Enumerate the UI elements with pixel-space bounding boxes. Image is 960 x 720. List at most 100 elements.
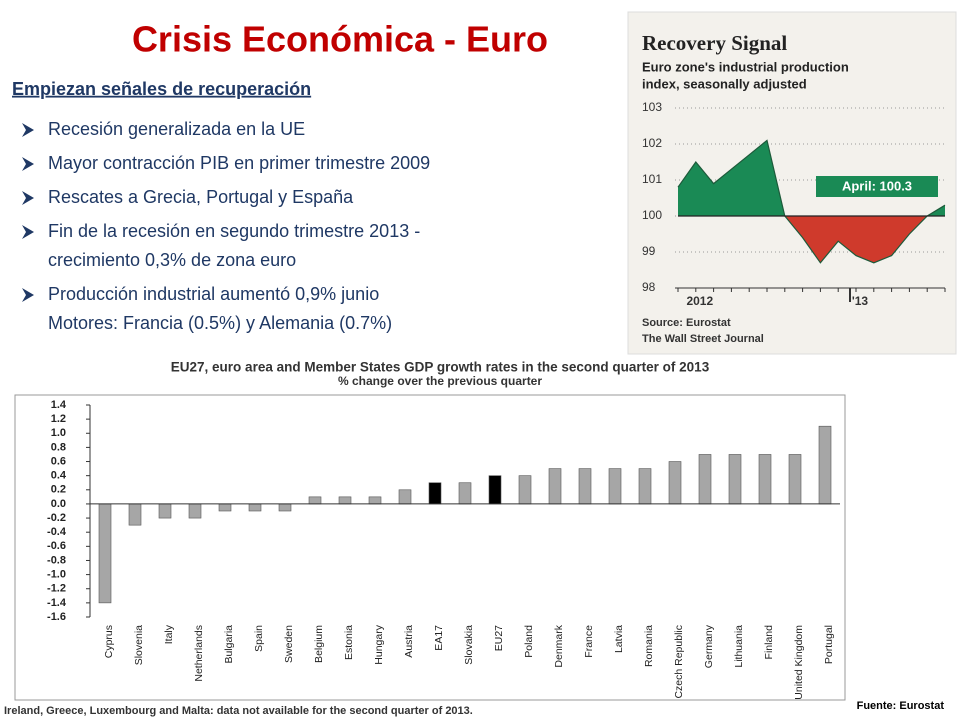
x-tick-label: Poland [523,625,535,658]
x-tick-label: Lithuania [733,625,745,668]
bar [518,475,532,505]
chart-title: EU27, euro area and Member States GDP gr… [171,360,710,375]
bullet-text: Recesión generalizada en la UE [48,119,305,139]
y-tick-label: 103 [642,100,662,114]
x-tick-label: Sweden [283,625,295,663]
bar [578,468,592,505]
bar [728,454,742,505]
bar [128,503,142,526]
x-tick-label: Estonia [343,625,355,660]
bullet-arrow [22,288,34,302]
x-tick-label: Slovenia [133,625,145,665]
bar [338,496,352,505]
x-tick-label: Spain [253,625,265,652]
x-tick-label: EU27 [493,625,505,651]
x-tick-label: Cyprus [103,625,115,658]
y-tick-label: -1.0 [47,569,66,581]
x-tick-label: Austria [403,625,415,658]
x-tick-label: Romania [643,625,655,667]
x-tick-label: Bulgaria [223,625,235,664]
bar [818,425,832,505]
bar [188,503,202,519]
bar-panel [14,394,846,701]
bullet-text: Producción industrial aumentó 0,9% junio [48,284,379,304]
bar [218,503,232,512]
bullet-arrow [22,225,34,239]
annotation-box [816,176,938,197]
y-tick-label: 99 [642,244,656,258]
source: Fuente: Eurostat [857,700,945,712]
x-tick-label: Finland [763,625,775,660]
bar [758,454,772,505]
y-tick-label: 101 [642,172,662,186]
chart-subtitle: % change over the previous quarter [338,374,542,388]
bar [638,468,652,505]
area-above [678,140,945,216]
bar [458,482,472,505]
y-tick-label: -0.6 [47,540,66,552]
y-tick-label: 102 [642,136,662,150]
x-tick-label: '13 [852,294,869,308]
bar [368,496,382,505]
y-tick-label: 0.8 [51,441,66,453]
chart-subtitle: index, seasonally adjusted [642,76,807,91]
y-tick-label: 1.0 [51,427,66,439]
bar [158,503,172,519]
bar [548,468,562,505]
annotation: April: 100.3 [842,178,912,193]
x-tick-label: Hungary [373,624,385,664]
y-tick-label: 100 [642,208,662,222]
y-tick-label: -1.2 [47,583,66,595]
bar [248,503,262,512]
y-tick-label: -0.8 [47,554,66,566]
bullet-text: Mayor contracción PIB en primer trimestr… [48,153,430,173]
x-tick-label: Germany [703,624,715,668]
y-tick-label: 0.6 [51,455,66,467]
chart-note: Ireland, Greece, Luxembourg and Malta: d… [4,705,473,717]
bar [788,454,802,505]
x-tick-label: Latvia [613,625,625,653]
y-tick-label: 1.4 [51,399,67,411]
y-tick-label: 1.2 [51,413,66,425]
x-tick-label: EA17 [433,625,445,651]
x-tick-label: France [583,625,595,658]
y-tick-label: 0.4 [51,470,67,482]
y-tick-label: 0.0 [51,498,66,510]
bar [698,454,712,505]
bar [608,468,622,505]
x-tick-label: Slovakia [463,625,475,665]
slide-subtitle: Empiezan señales de recuperación [12,79,311,99]
x-tick-label: Czech Republic [673,625,685,699]
x-tick-label: Netherlands [193,625,205,682]
x-tick-label: United Kingdom [793,625,805,700]
chart-source: The Wall Street Journal [642,333,764,345]
x-tick-label: Denmark [553,624,565,667]
bar [668,461,682,505]
bar [428,482,442,505]
bullet-text: crecimiento 0,3% de zona euro [48,250,296,270]
bullet-text: Rescates a Grecia, Portugal y España [48,187,354,207]
area-below [678,216,945,263]
bullet-arrow [22,123,34,137]
bar [398,489,412,505]
y-tick-label: -1.6 [47,611,66,623]
y-tick-label: 0.2 [51,484,66,496]
bullet-arrow [22,157,34,171]
x-tick-label: 2012 [686,294,713,308]
x-tick-label: Italy [163,624,175,644]
bar [278,503,292,512]
chart-subtitle: Euro zone's industrial production [642,59,849,74]
y-tick-label: 98 [642,280,656,294]
bar [98,503,112,604]
bar [488,475,502,505]
x-tick-label: Portugal [823,625,835,664]
bullet-text: Motores: Francia (0.5%) y Alemania (0.7%… [48,313,392,333]
bullet-text: Fin de la recesión en segundo trimestre … [48,221,420,241]
line [677,139,946,264]
y-tick-label: -0.4 [47,526,67,538]
bar [308,496,322,505]
x-tick-label: Belgium [313,625,325,663]
chart-source: Source: Eurostat [642,317,731,329]
bullet-arrow [22,191,34,205]
